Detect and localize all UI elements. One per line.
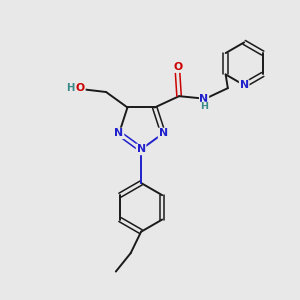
Text: N: N: [159, 128, 168, 138]
Text: N: N: [200, 94, 208, 103]
Text: H: H: [66, 83, 75, 93]
Text: N: N: [136, 144, 146, 154]
Text: H: H: [200, 102, 208, 111]
Text: O: O: [173, 62, 182, 72]
Text: N: N: [115, 128, 124, 138]
Text: O: O: [76, 83, 85, 93]
Text: N: N: [240, 80, 249, 90]
